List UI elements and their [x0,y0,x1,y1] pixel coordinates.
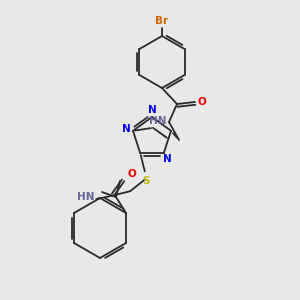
Text: N: N [148,105,156,115]
Text: N: N [122,124,131,134]
Text: S: S [142,176,150,186]
Text: HN: HN [77,192,94,202]
Text: Br: Br [155,16,169,26]
Text: N: N [164,154,172,164]
Text: HN: HN [149,116,167,126]
Text: O: O [127,169,136,179]
Text: O: O [198,97,207,107]
